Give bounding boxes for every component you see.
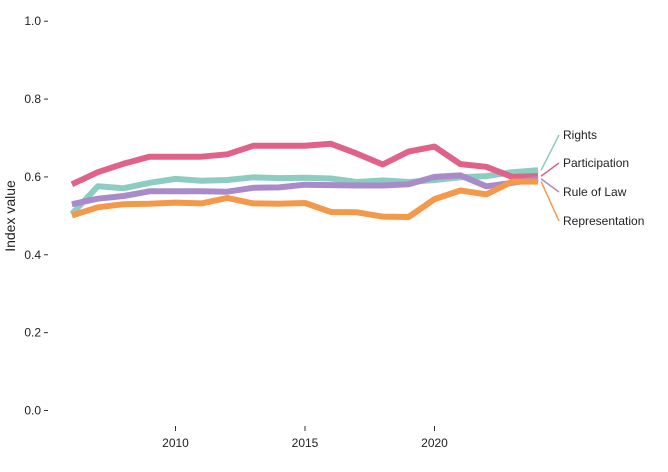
y-tick-label: 0.2: [24, 326, 41, 340]
series-lines: [69, 140, 539, 220]
series-label-participation: Participation: [563, 156, 629, 170]
series-line-participation: [70, 140, 539, 188]
series-label-rights: Rights: [563, 128, 597, 142]
x-tick-label: 2020: [421, 436, 448, 450]
x-tick-label: 2015: [292, 436, 319, 450]
leader-line-representation: [540, 181, 560, 222]
y-axis: 0.0 0.2 0.4 0.6 0.8 1.0: [24, 14, 48, 418]
y-tick-label: 0.8: [24, 92, 41, 106]
y-tick-label: 0.6: [24, 170, 41, 184]
series-line-representation: [70, 178, 539, 220]
series-label-rule-of-law: Rule of Law: [563, 185, 627, 199]
y-tick-label: 0.4: [24, 248, 41, 262]
y-axis-label: Index value: [2, 180, 18, 252]
series-line-rule-of-law: [71, 172, 539, 208]
leader-line-rights: [540, 134, 560, 171]
x-axis: 2010 2015 2020: [162, 426, 448, 450]
series-labels: Rights Participation Rule of Law Representa…: [540, 128, 644, 228]
leader-line-rule-of-law: [540, 178, 560, 193]
y-tick-label: 0.0: [24, 404, 41, 418]
series-label-representation: Representation: [563, 214, 644, 228]
y-tick-label: 1.0: [24, 14, 41, 28]
leader-line-participation: [540, 162, 560, 177]
x-tick-label: 2010: [162, 436, 189, 450]
